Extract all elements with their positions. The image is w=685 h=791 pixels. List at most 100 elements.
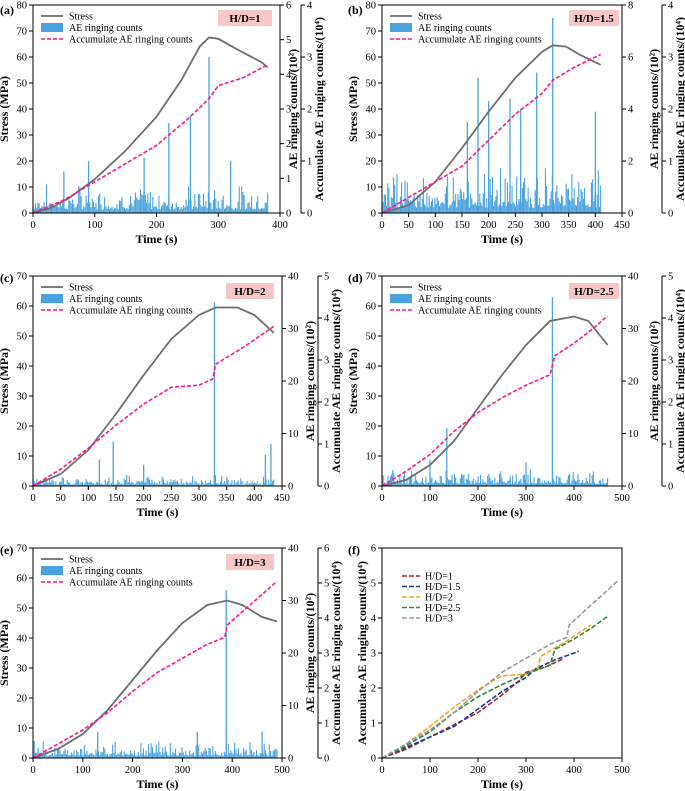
y-tick-label: 50 [17,332,28,343]
y-tick-label: 20 [366,157,377,168]
ae-tick-label: 30 [628,324,639,335]
x-tick-label: 100 [427,220,443,231]
ratio-label: H/D=1 [229,13,260,25]
y-tick-label: 60 [366,53,377,64]
y-tick-label: 6 [371,544,376,555]
legend-label: H/D=2.5 [425,603,460,614]
panel-label: (e) [0,543,13,557]
acc-tick-label: 1 [668,440,673,451]
legend-ae-swatch [41,294,63,303]
y-tick-label: 30 [17,131,28,142]
ae-axis-label: AE ringing counts/(10²) [647,321,661,441]
ae-tick-label: 10 [628,429,639,440]
ae-tick-label: 0 [628,482,633,493]
x-tick-label: 100 [422,493,438,504]
ae-tick-label: 3 [286,105,291,116]
ae-tick-label: 20 [628,377,639,388]
panel-label: (b) [348,3,363,17]
x-tick-label: 500 [614,765,630,776]
y-tick-label: 70 [17,272,28,283]
panel-label: (c) [0,271,13,285]
stress-axis-label: Stress (MPa) [0,76,11,142]
y-tick-label: 50 [366,332,377,343]
y-tick-label: 70 [17,27,28,38]
ae-tick-label: 8 [628,1,633,12]
chart-panel-2: 0 50 100 150 200 250 300 350 400 4500102030405060… [0,271,343,519]
acc-tick-label: 1 [324,440,329,451]
acc-tick-label: 4 [668,314,674,325]
y-tick-label: 60 [17,53,28,64]
chart-panel-1: 0 50 100 150 200 250 300 350 400 4500102030405060… [346,1,685,247]
y-tick-label: 10 [366,452,377,463]
acc-tick-label: 4 [324,314,330,325]
accumulate-line [32,325,275,487]
acc-tick-label: 2 [668,398,673,409]
acc-axis-label: Accumulate AE ringing counts/(10⁴) [312,17,326,201]
ae-tick-label: 10 [288,701,299,712]
x-tick-label: 150 [454,220,470,231]
legend-stress-label: Stress [69,283,93,294]
legend-stress-label: Stress [418,12,442,23]
x-tick-label: 400 [566,765,582,776]
acc-tick-label: 3 [668,356,673,367]
x-tick-label: 400 [272,220,288,231]
ae-tick-label: 30 [288,324,299,335]
x-tick-label: 200 [481,220,497,231]
legend-stress-label: Stress [69,12,93,23]
x-tick-label: 50 [55,493,66,504]
acc-tick-label: 0 [307,209,312,220]
stress-axis-label: Stress (MPa) [0,348,11,414]
ratio-label: H/D=3 [234,557,266,569]
stress-axis-label: Stress (MPa) [346,76,360,142]
chart-panel-4: 0 100 200 300 400 500010203040506070010203040… [0,543,343,791]
acc-tick-label: 2 [324,684,329,695]
ae-tick-label: 40 [288,272,299,283]
legend-ae-swatch [390,294,412,303]
x-tick-label: 400 [224,765,240,776]
ae-tick-label: 6 [628,53,633,64]
ratio-label-box [226,554,274,570]
x-tick-label: 300 [175,765,191,776]
ratio-label: H/D=2.5 [574,286,614,298]
x-tick-label: 150 [108,493,124,504]
x-tick-label: 100 [75,765,91,776]
y-tick-label: 40 [17,105,28,116]
x-tick-label: 200 [470,493,486,504]
ratio-label: H/D=2 [234,286,266,298]
x-tick-label: 300 [518,493,534,504]
x-tick-label: 300 [518,765,534,776]
y-tick-label: 80 [17,1,28,12]
acc-tick-label: 0 [324,482,329,493]
acc-tick-label: 5 [668,272,673,283]
y-tick-label: 60 [17,574,28,585]
x-tick-label: 300 [210,220,226,231]
ratio-label-box [569,283,619,299]
acc-tick-label: 0 [324,754,329,765]
y-tick-label: 70 [366,27,377,38]
series-line [381,650,580,759]
acc-tick-label: 0 [668,482,673,493]
accumulate-line [32,64,268,214]
x-tick-label: 200 [125,765,141,776]
ae-tick-label: 0 [286,209,291,220]
panel-label: (f) [348,543,360,557]
ae-tick-label: 2 [628,157,633,168]
acc-tick-label: 1 [307,157,312,168]
x-tick-label: 500 [614,493,630,504]
ae-axis-label: AE ringing counts/(10²) [303,321,317,441]
y-tick-label: 10 [366,183,377,194]
y-tick-label: 50 [17,79,28,90]
acc-tick-label: 1 [668,157,673,168]
ae-tick-label: 6 [286,1,291,12]
y-tick-label: 50 [17,604,28,615]
y-tick-label: 40 [366,362,377,373]
series-line [381,615,609,759]
y-axis-label: Accumulate AE ringing counts/(10⁴) [355,561,369,745]
legend-ae-swatch [41,566,63,575]
stress-line [381,44,602,214]
y-tick-label: 30 [366,392,377,403]
x-tick-label: 250 [507,220,523,231]
ae-tick-label: 1 [286,174,291,185]
ae-tick-label: 5 [286,35,291,46]
